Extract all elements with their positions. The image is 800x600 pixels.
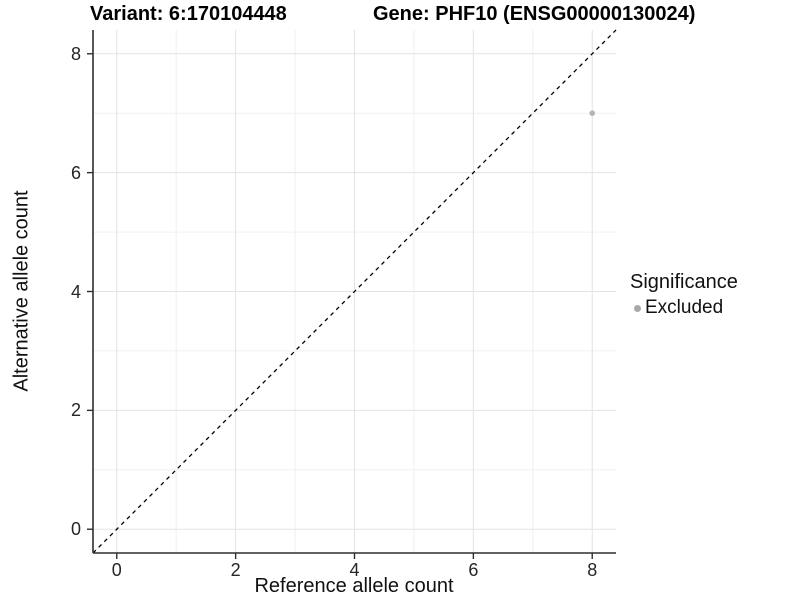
y-tick-label: 2: [70, 400, 81, 421]
plot-title-gene: Gene: PHF10 (ENSG00000130024): [373, 3, 696, 25]
x-tick-label: 0: [111, 560, 122, 580]
x-tick-label: 2: [230, 560, 241, 580]
plot-title-variant: Variant: 6:170104448: [90, 3, 287, 25]
y-tick-label: 6: [70, 162, 81, 183]
y-tick-label: 4: [70, 281, 81, 302]
legend-item-excluded: Excluded: [630, 297, 738, 319]
y-tick-label: 0: [70, 519, 81, 540]
legend: Significance Excluded: [630, 271, 738, 319]
identity-line: [92, 29, 617, 554]
y-axis-title: Alternative allele count: [10, 190, 33, 392]
x-axis-title: Reference allele count: [254, 575, 454, 597]
y-tick-label: 8: [70, 43, 81, 64]
x-tick-label: 6: [468, 560, 479, 580]
legend-item-label: Excluded: [645, 297, 724, 318]
x-tick-label: 8: [587, 560, 598, 580]
legend-point-icon: [634, 304, 641, 312]
legend-title: Significance: [630, 271, 738, 293]
data-point: [589, 110, 596, 117]
x-tick-label: 4: [349, 560, 360, 580]
